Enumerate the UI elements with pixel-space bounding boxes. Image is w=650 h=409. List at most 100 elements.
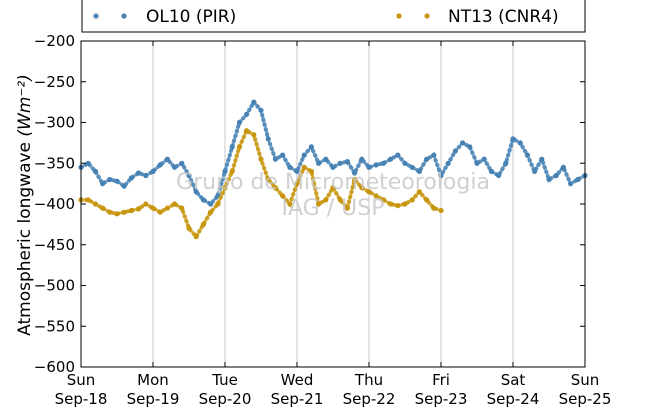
y-axis-label: Atmospheric longwave (Wm⁻²) xyxy=(15,74,35,336)
data-point xyxy=(107,209,113,215)
data-point xyxy=(229,168,235,174)
x-tick-label-date: Sep-19 xyxy=(127,390,180,408)
data-point xyxy=(272,185,278,191)
legend-box xyxy=(81,0,586,33)
x-tick-label-date: Sep-22 xyxy=(343,390,396,408)
data-point xyxy=(316,201,322,207)
x-tick-label-date: Sep-20 xyxy=(199,390,252,408)
data-point xyxy=(136,206,142,212)
data-point xyxy=(402,201,408,207)
data-point xyxy=(251,132,257,138)
watermark-line1: Grupo de Micrometeorologia xyxy=(176,170,490,195)
data-point xyxy=(503,160,509,166)
data-point xyxy=(424,156,430,162)
data-point xyxy=(128,207,134,214)
data-point xyxy=(431,205,437,211)
data-point xyxy=(373,162,379,168)
data-point xyxy=(287,201,293,207)
data-point xyxy=(409,164,415,170)
data-point xyxy=(143,201,149,207)
data-point xyxy=(438,172,444,179)
data-point xyxy=(416,189,422,195)
data-point xyxy=(532,168,538,174)
legend-label-nt13: NT13 (CNR4) xyxy=(448,7,559,27)
data-point xyxy=(251,99,257,105)
data-point xyxy=(388,156,394,162)
legend: OL10 (PIR) NT13 (CNR4) xyxy=(81,0,586,33)
data-point xyxy=(114,211,120,217)
data-point xyxy=(244,128,250,134)
plot-area xyxy=(81,41,585,367)
data-point xyxy=(244,111,250,117)
y-tick-label: −300 xyxy=(34,114,75,132)
data-point xyxy=(100,181,106,187)
data-point xyxy=(496,172,502,179)
data-point xyxy=(208,209,214,215)
data-point xyxy=(373,193,379,199)
data-point xyxy=(236,119,242,126)
data-point xyxy=(107,176,113,183)
data-point xyxy=(258,156,264,162)
data-point xyxy=(265,176,271,183)
x-tick-label: Mon xyxy=(137,371,169,389)
data-point xyxy=(431,152,437,158)
x-tick-label: Thu xyxy=(354,371,383,389)
x-tick-label-date: Sep-24 xyxy=(487,390,540,408)
data-point xyxy=(229,144,235,150)
data-point xyxy=(481,156,487,162)
data-point xyxy=(222,185,228,191)
data-point xyxy=(294,181,300,187)
data-point xyxy=(272,156,278,162)
data-point xyxy=(92,168,98,174)
y-tick-label: −400 xyxy=(34,195,75,213)
data-point xyxy=(179,160,185,166)
data-point xyxy=(445,160,451,166)
data-point xyxy=(186,172,192,179)
chart-marks xyxy=(78,98,588,240)
data-point xyxy=(164,156,170,162)
data-point xyxy=(121,209,127,215)
data-point xyxy=(258,107,264,113)
data-point xyxy=(143,172,149,179)
y-tick-label: −550 xyxy=(34,317,75,335)
data-point xyxy=(85,160,91,166)
data-point xyxy=(193,189,199,195)
data-point xyxy=(85,197,91,203)
data-point xyxy=(424,197,430,203)
data-point xyxy=(568,181,574,187)
data-point xyxy=(186,225,192,231)
x-tick-label: Tue xyxy=(211,371,238,389)
data-point xyxy=(208,201,214,207)
data-point xyxy=(164,205,170,211)
x-tick-label-date: Sep-18 xyxy=(55,390,108,408)
data-point xyxy=(474,160,480,166)
data-point xyxy=(553,172,559,179)
x-tick-label: Sun xyxy=(571,371,600,389)
data-point xyxy=(280,152,286,158)
data-point xyxy=(308,144,314,150)
gridlines xyxy=(152,41,514,367)
data-point xyxy=(488,168,494,174)
y-tick-label: −450 xyxy=(34,236,75,254)
data-point xyxy=(200,197,206,203)
data-point xyxy=(215,201,221,207)
data-point xyxy=(359,185,365,191)
data-point xyxy=(200,221,206,227)
data-point xyxy=(330,164,336,170)
data-point xyxy=(380,160,386,166)
data-point xyxy=(460,140,466,146)
data-point xyxy=(121,183,127,189)
data-point xyxy=(100,205,106,211)
legend-marker-nt13 xyxy=(424,13,430,19)
y-axis-label-unit: (Wm⁻²) xyxy=(15,74,35,136)
data-point xyxy=(467,144,473,150)
data-point xyxy=(438,207,444,214)
data-point xyxy=(136,170,142,176)
y-tick-label: −250 xyxy=(34,73,75,91)
data-point xyxy=(150,168,156,174)
x-tick-label: Fri xyxy=(432,371,450,389)
data-point xyxy=(344,159,350,165)
data-point xyxy=(236,144,242,150)
data-point xyxy=(294,168,300,174)
data-point xyxy=(409,197,415,203)
